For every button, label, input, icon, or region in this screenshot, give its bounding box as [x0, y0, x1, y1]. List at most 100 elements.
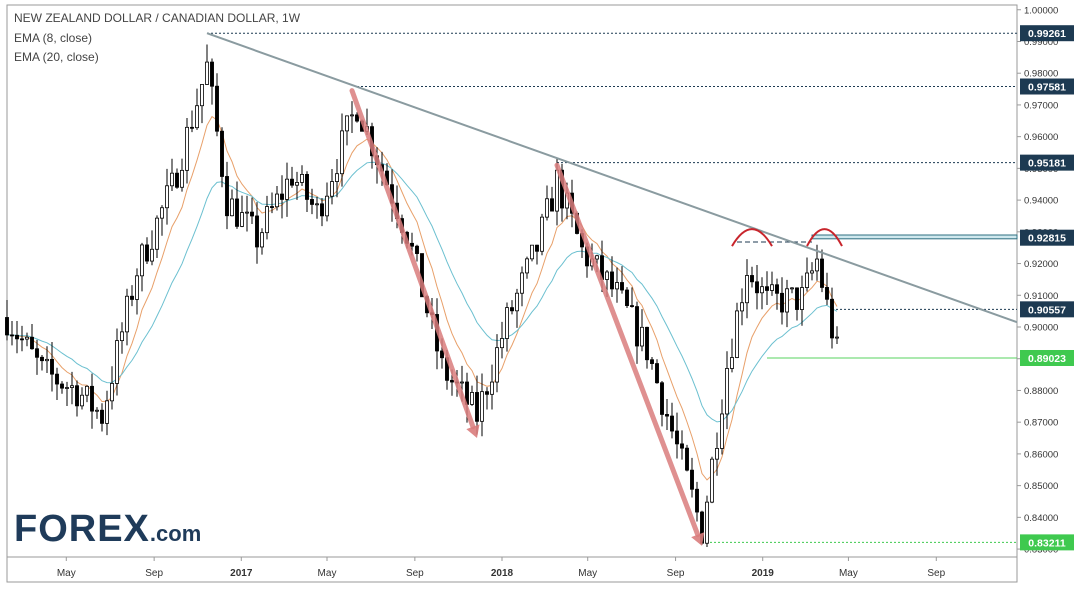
- double-top-arc: [731, 228, 773, 247]
- ema-fast-label: EMA (8, close): [14, 31, 92, 45]
- price-badge: [1020, 349, 1074, 366]
- ema-8-line: [6, 115, 838, 481]
- candle: [630, 287, 634, 308]
- candle: [100, 403, 104, 432]
- candle: [60, 381, 64, 394]
- price-badge: [1020, 25, 1074, 42]
- candle: [475, 375, 479, 435]
- candle: [250, 197, 254, 224]
- candle: [685, 444, 689, 472]
- y-tick-label: 0.91000: [1024, 291, 1058, 302]
- x-tick-label: Sep: [667, 568, 685, 579]
- candle: [115, 328, 119, 396]
- candle: [320, 198, 324, 227]
- candle: [505, 302, 509, 352]
- candle: [610, 256, 614, 297]
- candle: [280, 175, 284, 219]
- x-tick-label: May: [578, 568, 597, 579]
- logo-suffix: .com: [149, 521, 202, 546]
- candle: [740, 288, 744, 326]
- candle: [805, 257, 809, 292]
- candle: [345, 115, 349, 146]
- candle: [50, 342, 54, 392]
- ema-lines: [6, 115, 838, 481]
- candle: [195, 88, 199, 130]
- price-badge-label: 0.97581: [1028, 81, 1066, 93]
- candle: [715, 432, 719, 476]
- price-badge-label: 0.89023: [1028, 353, 1066, 365]
- price-badges: 0.99261 0.97581 0.95181 0.92815 0.90557 0.890…: [1020, 25, 1074, 551]
- candle: [745, 259, 749, 319]
- candle: [75, 380, 79, 417]
- double-top-arcs: [731, 228, 843, 247]
- price-badge: [1020, 78, 1074, 95]
- price-badge-label: 0.95181: [1028, 158, 1066, 170]
- candle: [220, 127, 224, 188]
- candle: [160, 205, 164, 236]
- candle: [785, 279, 789, 328]
- logo-brand: FOREX: [14, 508, 150, 550]
- candle: [655, 359, 659, 384]
- candle: [290, 166, 294, 188]
- candle: [820, 249, 824, 293]
- y-tick-label: 1.00000: [1024, 5, 1058, 16]
- price-badge-label: 0.90557: [1028, 304, 1066, 316]
- candle: [80, 387, 84, 410]
- candle: [235, 181, 239, 229]
- candle: [210, 58, 214, 105]
- candle: [760, 277, 764, 310]
- candle: [470, 385, 474, 406]
- down-arrow-head: [691, 532, 705, 546]
- reference-lines: [207, 32, 1018, 543]
- candle: [535, 244, 539, 265]
- x-tick-label: 2017: [230, 568, 253, 579]
- candle: [510, 300, 514, 315]
- candle: [615, 267, 619, 303]
- candle: [720, 399, 724, 455]
- forex-logo: FOREX.com: [14, 508, 201, 551]
- candle: [625, 287, 629, 308]
- x-tick-label: May: [57, 568, 76, 579]
- candle: [130, 285, 134, 307]
- candle: [300, 165, 304, 186]
- candle: [690, 457, 694, 498]
- y-tick-label: 0.86000: [1024, 449, 1058, 460]
- price-badge-label: 0.92815: [1028, 233, 1066, 245]
- candle: [330, 169, 334, 205]
- candle: [640, 309, 644, 352]
- candle: [165, 168, 169, 225]
- down-arrow-shaft: [349, 88, 476, 430]
- candle: [350, 101, 354, 133]
- x-tick-label: 2019: [752, 568, 775, 579]
- candle: [800, 275, 804, 326]
- candle: [260, 228, 264, 255]
- double-top-arc: [806, 228, 843, 247]
- candle: [480, 373, 484, 437]
- candle: [770, 271, 774, 296]
- candle: [670, 402, 674, 439]
- candle: [325, 182, 329, 222]
- candle: [790, 287, 794, 294]
- candle: [305, 171, 309, 213]
- candle: [490, 364, 494, 410]
- candle: [55, 367, 59, 400]
- candle: [65, 381, 69, 406]
- candle: [620, 266, 624, 294]
- candle: [255, 202, 259, 264]
- y-tick-label: 0.98000: [1024, 69, 1058, 80]
- candle: [635, 301, 639, 364]
- plot-area: [6, 4, 1018, 583]
- candle: [355, 112, 359, 123]
- candle: [340, 113, 344, 187]
- candle: [665, 399, 669, 430]
- candle: [680, 430, 684, 460]
- arrow-annotations: [349, 88, 705, 546]
- candle: [125, 288, 129, 346]
- candle: [645, 326, 649, 369]
- x-tick-label: Sep: [927, 568, 945, 579]
- candle: [150, 230, 154, 266]
- candle: [730, 338, 734, 373]
- candle: [90, 373, 94, 429]
- candle: [295, 171, 299, 200]
